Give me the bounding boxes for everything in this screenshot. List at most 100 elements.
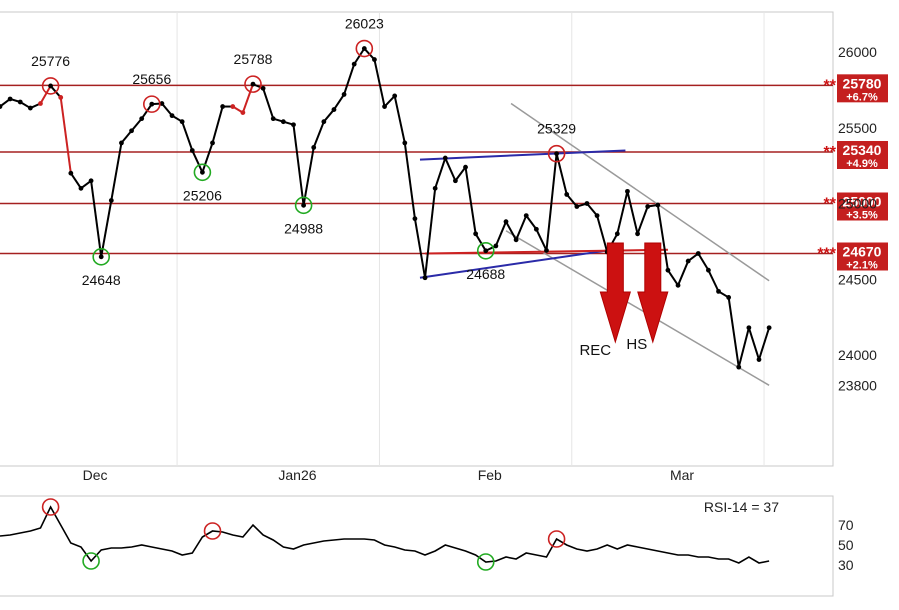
rsi-panel: 30 50 70 RSI-14 = 37: [0, 498, 854, 573]
price-segment: [302, 147, 315, 206]
channel-upper-line: [510, 102, 770, 282]
date-tick-label: Feb: [478, 467, 502, 483]
level-percent: +3.5%: [846, 210, 878, 222]
price-segment: [737, 327, 750, 368]
price-point: [361, 46, 367, 51]
price-point: [372, 57, 377, 62]
price-annotation-label: 24988: [284, 220, 323, 236]
price-segment: [656, 204, 669, 271]
level-stars: **: [824, 144, 837, 161]
price-segment: [494, 221, 507, 247]
peak-marker: [547, 144, 566, 163]
rsi-label: RSI-14 = 37: [704, 499, 779, 515]
rsi-oversold-marker: [82, 552, 100, 570]
price-point: [27, 105, 33, 111]
price-segment: [727, 297, 740, 368]
price-point: [493, 243, 499, 249]
price-segment: [333, 93, 345, 111]
price-point: [119, 140, 124, 146]
price-point: [108, 198, 114, 203]
price-point: [48, 83, 53, 89]
signal-label: REC: [579, 342, 611, 359]
price-point: [706, 267, 711, 273]
trough-marker: [92, 248, 110, 266]
price-annotations: 25776 24648 25656 25206 25788 24988 26023 24688…: [31, 16, 576, 288]
price-tick-label: 26000: [838, 44, 877, 60]
price-point: [169, 113, 175, 119]
price-point: [98, 254, 104, 260]
price-point: [736, 364, 742, 370]
price-segment: [110, 142, 123, 201]
price-segment: [535, 228, 548, 251]
price-point: [655, 202, 661, 208]
price-point: [544, 248, 549, 253]
price-segment: [241, 83, 254, 113]
price-segment: [70, 172, 82, 189]
axes: 23800 24000 24500 25000 25500 26000 Dec Jan26 Fe…: [83, 44, 878, 483]
date-tick-label: Dec: [83, 467, 108, 483]
price-annotation-label: 24688: [466, 266, 505, 282]
price-segment: [525, 215, 538, 230]
date-tick-label: Mar: [670, 467, 694, 483]
trendlines: [419, 102, 770, 386]
trough-marker: [294, 196, 313, 215]
price-segment: [677, 260, 690, 286]
price-segment: [373, 59, 386, 107]
level-badge: [837, 140, 888, 169]
price-point: [88, 178, 94, 184]
price-point: [230, 104, 236, 109]
price-segment: [383, 95, 396, 108]
rsi-panel-frame: [0, 495, 834, 597]
price-segment: [515, 215, 528, 241]
price-point: [129, 128, 134, 134]
price-point: [311, 145, 317, 150]
price-segment: [211, 106, 224, 144]
price-segment: [424, 188, 437, 278]
price-segment: [747, 327, 760, 360]
price-point: [260, 85, 266, 91]
price-point: [716, 288, 721, 294]
level-badge: [837, 192, 888, 221]
price-segment: [545, 153, 558, 251]
price-segment: [758, 327, 771, 360]
price-segment: [697, 252, 710, 271]
price-segment: [555, 153, 568, 195]
price-segment: [707, 269, 720, 292]
sell-signals: REC HS: [579, 242, 669, 359]
price-point: [382, 104, 387, 109]
price-point: [280, 119, 286, 125]
price-point: [412, 216, 418, 222]
rsi-tick-label: 30: [838, 557, 854, 573]
price-segment: [292, 124, 305, 206]
price-annotation-label: 26023: [345, 16, 384, 32]
peak-marker: [244, 75, 262, 93]
rsi-oversold-marker: [476, 553, 495, 571]
price-point: [625, 188, 630, 194]
price-segment: [323, 108, 335, 123]
price-point: [453, 178, 458, 184]
price-annotation-label: 25776: [31, 53, 70, 69]
price-point: [270, 116, 276, 122]
price-point: [675, 282, 681, 288]
price-point: [220, 104, 226, 109]
price-point: [189, 148, 195, 153]
price-point: [766, 325, 772, 331]
peak-marker: [143, 95, 161, 113]
price-point: [635, 231, 640, 237]
level-stars: **: [824, 77, 837, 94]
level-percent: +4.9%: [846, 158, 878, 170]
price-point: [17, 99, 23, 105]
price-point: [58, 95, 64, 100]
price-tick-label: 25500: [838, 120, 877, 136]
resistance-levels: ** 25780+6.7%** 25340+4.9%** 25000+3.5%*** 2…: [0, 74, 888, 272]
price-segment: [586, 202, 598, 217]
price-point: [513, 237, 519, 243]
price-panel-frame: [0, 11, 834, 467]
price-segment: [464, 166, 477, 234]
price-point: [331, 107, 337, 112]
price-point: [726, 295, 732, 300]
price-annotation-label: 25656: [132, 71, 171, 87]
price-point: [301, 202, 306, 208]
price-point: [68, 170, 74, 176]
